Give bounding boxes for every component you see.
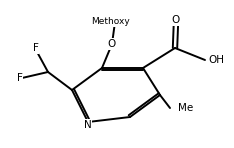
Text: F: F [17,73,23,83]
Text: O: O [108,39,116,49]
Text: O: O [172,15,180,25]
Text: Me: Me [178,103,193,113]
Text: OH: OH [208,55,224,65]
Text: Methoxy: Methoxy [91,17,129,26]
Text: N: N [84,120,92,130]
Text: F: F [33,43,39,53]
